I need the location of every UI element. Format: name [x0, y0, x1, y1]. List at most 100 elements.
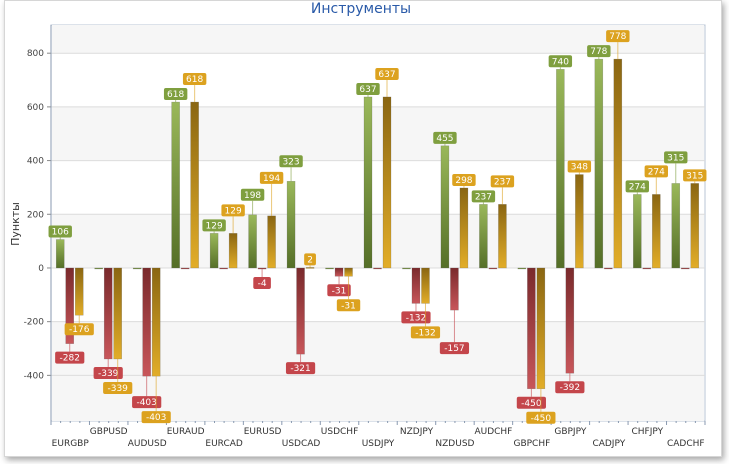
- data-label-text: -403: [136, 398, 156, 408]
- data-label-text: -132: [406, 313, 426, 323]
- data-label-nzdjpy-s3: -132: [410, 326, 441, 339]
- bar-gbpchf-s3: [536, 267, 546, 390]
- data-label-text: 323: [282, 157, 299, 167]
- data-label-nzdusd-s1: 455: [433, 131, 457, 144]
- data-label-bg: [410, 326, 441, 339]
- data-label-usdjpy-s1: 637: [356, 82, 380, 95]
- data-label-audusd-s3: -403: [141, 411, 171, 424]
- bar-cadchf-s2: [681, 267, 690, 270]
- bar-audusd-s1: [132, 267, 142, 270]
- y-tick-label: 200: [27, 210, 44, 220]
- data-label-eurusd-s3: 194: [259, 171, 284, 184]
- data-label-usdjpy-s3: 637: [375, 67, 399, 80]
- data-label-cadchf-s1: 315: [664, 151, 688, 164]
- data-label-bg: [141, 411, 171, 424]
- data-label-bg: [471, 190, 496, 203]
- data-label-text: -392: [560, 383, 580, 393]
- bar-cadjpy-s1: [594, 58, 604, 269]
- data-label-bg: [439, 342, 470, 355]
- bar-nzdjpy-s2: [411, 267, 421, 304]
- x-category-label: GBPJPY: [554, 427, 586, 437]
- data-label-text: 778: [609, 32, 626, 42]
- bar-eurcad-s1: [209, 233, 219, 269]
- bar-chfjpy-s3: [652, 194, 661, 269]
- data-label-text: 298: [455, 176, 472, 186]
- data-label-bg: [452, 173, 476, 186]
- bar-nzdusd-s2: [450, 267, 459, 311]
- data-label-text: 237: [494, 177, 511, 187]
- data-label-nzdjpy-s2: -132: [401, 311, 431, 324]
- data-label-text: 129: [206, 221, 223, 231]
- bar-cadchf-s1: [671, 183, 681, 269]
- data-label-bg: [304, 253, 316, 266]
- data-label-bg: [64, 323, 94, 336]
- data-label-text: 2: [307, 255, 313, 265]
- data-label-text: -450: [521, 399, 542, 409]
- bar-nzdjpy-s1: [402, 267, 411, 270]
- grid-band: [52, 214, 704, 268]
- bar-usdcad-s3: [305, 267, 315, 269]
- data-label-text: 315: [686, 171, 703, 181]
- bar-eurgbp-s1: [55, 239, 65, 269]
- data-label-bg: [587, 45, 611, 58]
- bar-usdchf-s1: [325, 267, 334, 270]
- data-label-gbpchf-s3: -450: [526, 411, 556, 424]
- bar-audusd-s3: [151, 267, 161, 377]
- bar-gbpjpy-s1: [556, 69, 565, 269]
- data-label-bg: [567, 160, 592, 173]
- bar-chfjpy-s2: [642, 267, 652, 270]
- y-tick-label: -400: [24, 371, 45, 381]
- y-tick-label: 0: [38, 264, 44, 274]
- data-label-bg: [401, 311, 431, 324]
- bar-audusd-s2: [142, 267, 151, 377]
- data-label-bg: [555, 381, 585, 394]
- bar-gbpjpy-s2: [565, 267, 575, 374]
- data-label-bg: [644, 165, 668, 178]
- x-category-label: EURCAD: [205, 439, 243, 449]
- data-label-bg: [336, 299, 361, 312]
- data-label-text: -450: [531, 414, 552, 424]
- data-label-nzdusd-s3: 298: [452, 173, 476, 186]
- data-label-eurgbp-s3: -176: [64, 323, 94, 336]
- data-label-text: 637: [359, 85, 376, 95]
- bar-audchf-s3: [498, 204, 507, 269]
- bar-gbpusd-s3: [113, 267, 122, 360]
- bar-gbpusd-s1: [94, 267, 103, 270]
- bar-usdjpy-s2: [373, 267, 382, 270]
- data-label-euraud-s1: 618: [163, 88, 188, 101]
- data-label-text: -339: [98, 369, 119, 379]
- data-label-cadjpy-s1: 778: [587, 45, 611, 58]
- data-label-eurgbp-s1: 106: [48, 225, 72, 238]
- bar-euraud-s1: [171, 101, 180, 269]
- x-category-label: CHFJPY: [631, 427, 663, 437]
- x-category-label: EURGBP: [52, 439, 90, 449]
- data-label-text: -339: [107, 384, 128, 394]
- data-label-bg: [548, 55, 573, 68]
- data-label-eurcad-s1: 129: [202, 219, 226, 232]
- data-label-audchf-s3: 237: [490, 175, 515, 188]
- data-label-text: -321: [290, 364, 310, 374]
- data-label-eurusd-s1: 198: [240, 188, 265, 201]
- bar-usdcad-s1: [286, 181, 296, 269]
- x-category-label: USDCHF: [321, 427, 358, 437]
- y-tick-label: 400: [27, 157, 44, 167]
- data-label-bg: [327, 284, 351, 297]
- data-label-text: 106: [52, 228, 69, 238]
- x-category-label: EURUSD: [244, 427, 282, 437]
- data-label-bg: [240, 188, 265, 201]
- data-label-bg: [93, 366, 123, 379]
- bar-cadchf-s3: [690, 183, 700, 269]
- bar-usdchf-s3: [344, 267, 353, 277]
- data-label-bg: [285, 362, 316, 375]
- bar-gbpchf-s1: [517, 267, 527, 270]
- data-label-bg: [182, 73, 207, 86]
- data-label-text: 455: [436, 134, 453, 144]
- data-label-gbpjpy-s3: 348: [567, 160, 592, 173]
- bar-euraud-s3: [190, 101, 199, 269]
- bar-usdcad-s2: [296, 267, 305, 355]
- x-category-label: EURAUD: [167, 427, 205, 437]
- bar-euraud-s2: [180, 267, 190, 270]
- data-label-chfjpy-s1: 274: [625, 180, 649, 193]
- data-label-bg: [526, 411, 556, 424]
- data-label-text: 618: [167, 90, 184, 100]
